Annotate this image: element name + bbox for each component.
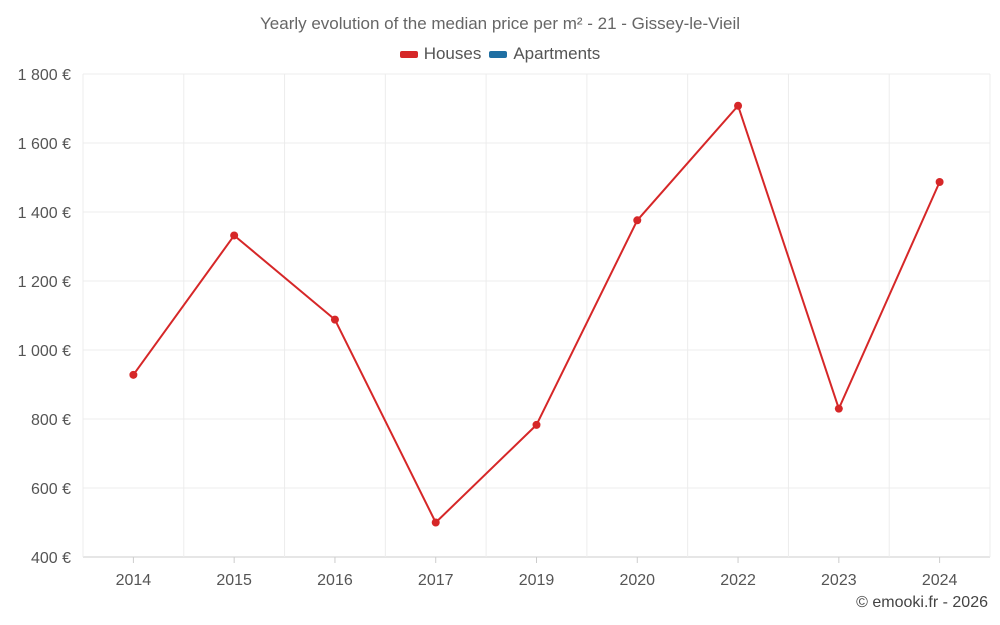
y-tick-label: 1 800 € [18,67,71,84]
x-tick-label: 2023 [821,572,857,589]
data-point [834,404,843,413]
data-point [431,518,440,527]
y-tick-label: 1 600 € [18,136,71,153]
x-tick-label: 2019 [519,572,555,589]
x-axis: 2014 2015 2016 2017 2019 2020 2022 2023 2024 [116,557,958,589]
data-point [532,420,541,429]
y-tick-label: 800 € [31,412,71,429]
x-tick-label: 2014 [116,572,152,589]
x-tick-label: 2016 [317,572,353,589]
x-tick-label: 2024 [922,572,958,589]
data-point [129,370,138,379]
legend-item-apartments[interactable]: Apartments [489,44,600,64]
chart-legend: Houses Apartments [0,44,1000,64]
x-tick-label: 2022 [720,572,756,589]
x-tick-label: 2020 [619,572,655,589]
x-tick-label: 2015 [216,572,252,589]
legend-label-houses: Houses [423,44,482,63]
legend-swatch-apartments [489,50,508,58]
y-tick-label: 1 200 € [18,274,71,291]
y-tick-label: 400 € [31,550,71,567]
y-tick-label: 1 400 € [18,205,71,222]
y-tick-label: 1 000 € [18,343,71,360]
data-point [633,216,642,225]
series-line-houses [132,104,941,524]
y-axis: 400 € 600 € 800 € 1 000 € 1 200 € 1 400 € 1 60… [18,67,71,567]
x-tick-label: 2017 [418,572,454,589]
chart-title: Yearly evolution of the median price per… [260,14,740,33]
data-point [734,101,743,110]
data-point [330,315,339,324]
chart-series [129,101,944,527]
y-tick-label: 600 € [31,481,71,498]
data-point [230,231,239,240]
legend-item-houses[interactable]: Houses [399,44,482,64]
chart-grid [82,73,991,558]
data-point [935,177,944,186]
credit-text: © emooki.fr - 2026 [856,594,988,611]
legend-swatch-houses [399,50,418,58]
legend-label-apartments: Apartments [513,44,601,63]
